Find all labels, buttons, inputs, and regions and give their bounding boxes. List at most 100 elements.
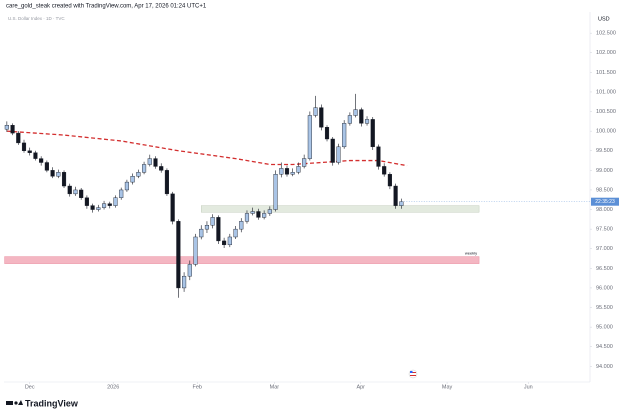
candle: [370, 117, 375, 150]
countdown: 22:35:23: [595, 199, 615, 205]
candle-body: [142, 164, 147, 173]
candle: [210, 214, 215, 229]
candle-body: [262, 213, 267, 218]
candle: [44, 160, 49, 173]
candle: [393, 183, 398, 209]
candle: [307, 111, 312, 161]
candle-body: [273, 174, 278, 210]
candle: [364, 116, 370, 126]
candle: [256, 208, 261, 220]
flag-stripe: [410, 375, 416, 376]
candle: [33, 150, 38, 161]
candle-body: [302, 158, 307, 167]
candle: [16, 131, 21, 145]
candle-body: [33, 152, 38, 159]
candle: [262, 210, 267, 220]
candle-body: [382, 166, 387, 175]
y-tick-label: 95.000: [596, 325, 613, 331]
candle: [176, 219, 181, 298]
candle: [204, 221, 210, 234]
symbol-legend: U.S. Dollar Index · 1D · TVC: [8, 16, 65, 21]
y-tick-label: 100.500: [596, 109, 616, 115]
x-tick-label: 2026: [107, 384, 119, 390]
candle: [284, 165, 290, 177]
x-tick-label: May: [442, 384, 453, 390]
candle-body: [370, 119, 375, 148]
candle-body: [153, 158, 158, 167]
y-tick-label: 98.000: [596, 207, 613, 213]
candle: [159, 163, 164, 173]
candle-body: [187, 264, 192, 277]
candle-body: [387, 174, 392, 187]
candle: [353, 93, 358, 118]
y-tick-label: 97.500: [596, 227, 613, 233]
y-tick-label: 99.500: [596, 148, 613, 154]
y-tick-label: 101.500: [596, 70, 616, 76]
candle: [267, 206, 272, 216]
candle: [302, 154, 307, 169]
y-tick-label: 102.500: [596, 31, 616, 37]
candle-body: [307, 115, 312, 159]
candle: [296, 162, 301, 175]
candle-body: [159, 166, 164, 171]
candle-body: [67, 185, 72, 195]
candle-body: [250, 211, 255, 214]
candle: [233, 226, 238, 239]
candle: [90, 203, 95, 213]
candle-body: [342, 123, 347, 148]
candle-body: [27, 150, 32, 153]
candle: [153, 156, 158, 169]
y-tick-label: 96.500: [596, 266, 613, 272]
y-tick-label: 98.500: [596, 187, 613, 193]
candle: [136, 169, 141, 179]
flag-icon: [408, 369, 418, 379]
candle-body: [296, 166, 301, 173]
candle-body: [210, 217, 215, 226]
candle-body: [182, 275, 187, 289]
candle: [347, 112, 352, 126]
candle: [101, 200, 107, 210]
candle-body: [279, 168, 284, 175]
y-tick-label: 96.000: [596, 285, 613, 291]
flag-canton: [410, 371, 413, 373]
candle: [21, 139, 27, 153]
candle-body: [61, 172, 67, 187]
candle-body: [364, 119, 370, 124]
candle-body: [136, 172, 141, 177]
candle-body: [21, 142, 27, 151]
candle-body: [96, 207, 101, 210]
candle: [130, 173, 135, 185]
candle: [387, 172, 392, 190]
flag-stripe: [410, 372, 416, 373]
candle-body: [124, 181, 129, 191]
y-tick-label: 97.000: [596, 246, 613, 252]
candle-body: [330, 138, 335, 163]
candle: [193, 233, 198, 267]
candle: [56, 169, 61, 179]
y-tick-label: 100.000: [596, 129, 616, 135]
candle-body: [313, 107, 318, 116]
candle: [330, 137, 335, 166]
candle: [27, 147, 32, 156]
candle-body: [101, 203, 107, 208]
candle-body: [130, 176, 135, 183]
candle-body: [170, 193, 175, 222]
candle-body: [147, 158, 152, 165]
candle: [79, 187, 84, 200]
candle: [319, 104, 324, 131]
candle-body: [204, 225, 210, 230]
candle-body: [193, 236, 198, 265]
candle: [313, 95, 318, 118]
zone: [201, 205, 480, 213]
candle: [50, 167, 55, 179]
candle-body: [44, 162, 49, 171]
candle: [324, 125, 330, 142]
candle-body: [216, 217, 221, 242]
candle: [182, 272, 187, 292]
candle: [147, 154, 152, 167]
candle: [61, 170, 67, 188]
y-tick-label: 102.000: [596, 50, 616, 56]
candle: [124, 179, 129, 192]
price-tag: [591, 197, 619, 206]
y-tick-label: 95.500: [596, 305, 613, 311]
